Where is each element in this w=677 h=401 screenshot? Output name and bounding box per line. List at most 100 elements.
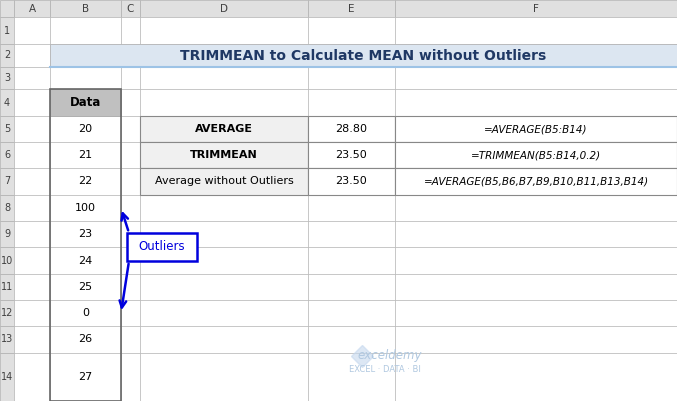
Text: =AVERAGE(B5,B6,B7,B9,B10,B11,B13,B14): =AVERAGE(B5,B6,B7,B9,B10,B11,B13,B14) [423, 176, 649, 186]
Text: 1: 1 [4, 26, 10, 36]
Bar [50, 0, 121, 17]
Bar [395, 0, 677, 17]
Text: 22: 22 [79, 176, 93, 186]
Bar [0, 247, 14, 274]
Text: 21: 21 [79, 150, 93, 160]
Bar [308, 195, 395, 221]
Bar [0, 67, 14, 89]
Bar [308, 247, 395, 274]
Text: EXCEL · DATA · BI: EXCEL · DATA · BI [349, 365, 421, 373]
Bar [308, 326, 395, 353]
Bar [121, 0, 140, 17]
Bar [121, 195, 140, 221]
Bar [395, 89, 677, 116]
Text: A: A [28, 4, 36, 14]
Bar [395, 168, 677, 195]
Bar [14, 67, 50, 89]
Bar [0, 17, 14, 44]
Bar [50, 17, 121, 44]
Bar [121, 142, 140, 168]
Bar [50, 89, 121, 116]
Bar [140, 0, 308, 17]
Bar [50, 142, 121, 168]
Bar [395, 67, 677, 89]
Bar [308, 142, 395, 168]
Text: TRIMMEAN to Calculate MEAN without Outliers: TRIMMEAN to Calculate MEAN without Outli… [180, 49, 546, 63]
Text: 20: 20 [79, 124, 93, 134]
Bar [14, 0, 50, 17]
Text: F: F [533, 4, 539, 14]
Bar [395, 247, 677, 274]
Text: Average without Outliers: Average without Outliers [154, 176, 293, 186]
Text: 5: 5 [4, 124, 10, 134]
Text: C: C [127, 4, 134, 14]
Bar [50, 353, 121, 401]
Text: 0: 0 [82, 308, 89, 318]
Bar [395, 300, 677, 326]
Bar [50, 326, 121, 353]
Bar [0, 142, 14, 168]
Bar [140, 89, 308, 116]
Bar [140, 195, 308, 221]
Bar [121, 221, 140, 247]
Bar [0, 195, 14, 221]
Bar [121, 116, 140, 142]
Bar [395, 168, 677, 195]
Bar [140, 221, 308, 247]
Bar [14, 353, 50, 401]
Bar [395, 44, 677, 67]
Bar [140, 116, 308, 142]
Bar [50, 116, 121, 142]
Bar [50, 274, 121, 300]
Text: 26: 26 [79, 334, 93, 344]
Bar [127, 233, 197, 261]
Text: 10: 10 [1, 255, 13, 265]
Bar [140, 326, 308, 353]
Bar [308, 168, 395, 195]
Text: =AVERAGE(B5:B14): =AVERAGE(B5:B14) [484, 124, 588, 134]
Text: 6: 6 [4, 150, 10, 160]
Text: 8: 8 [4, 203, 10, 213]
Text: Data: Data [70, 96, 101, 109]
Bar [395, 326, 677, 353]
Text: 13: 13 [1, 334, 13, 344]
Bar [0, 274, 14, 300]
Bar [140, 247, 308, 274]
Bar [121, 353, 140, 401]
Bar [50, 44, 677, 67]
Bar [308, 116, 395, 142]
Bar [140, 142, 308, 168]
Bar [0, 326, 14, 353]
Text: 100: 100 [75, 203, 96, 213]
Bar [308, 17, 395, 44]
Bar [308, 274, 395, 300]
Text: 25: 25 [79, 282, 93, 292]
Bar [0, 116, 14, 142]
Bar [121, 326, 140, 353]
Bar [121, 300, 140, 326]
Bar [308, 44, 395, 67]
Bar [50, 89, 121, 116]
Bar [395, 116, 677, 142]
Bar [308, 142, 395, 168]
Bar [14, 247, 50, 274]
Text: 2: 2 [4, 51, 10, 61]
Bar [308, 67, 395, 89]
Bar [14, 300, 50, 326]
Bar [50, 247, 121, 274]
Bar [0, 300, 14, 326]
Bar [395, 142, 677, 168]
Bar [14, 221, 50, 247]
Text: Outliers: Outliers [139, 241, 185, 253]
Bar [395, 17, 677, 44]
Bar [14, 168, 50, 195]
Bar [50, 44, 121, 67]
Bar [50, 300, 121, 326]
Text: TRIMMEAN: TRIMMEAN [190, 150, 258, 160]
Text: 9: 9 [4, 229, 10, 239]
Bar [140, 353, 308, 401]
Text: B: B [82, 4, 89, 14]
Bar [14, 89, 50, 116]
Bar [50, 67, 121, 89]
Text: 28.80: 28.80 [336, 124, 368, 134]
